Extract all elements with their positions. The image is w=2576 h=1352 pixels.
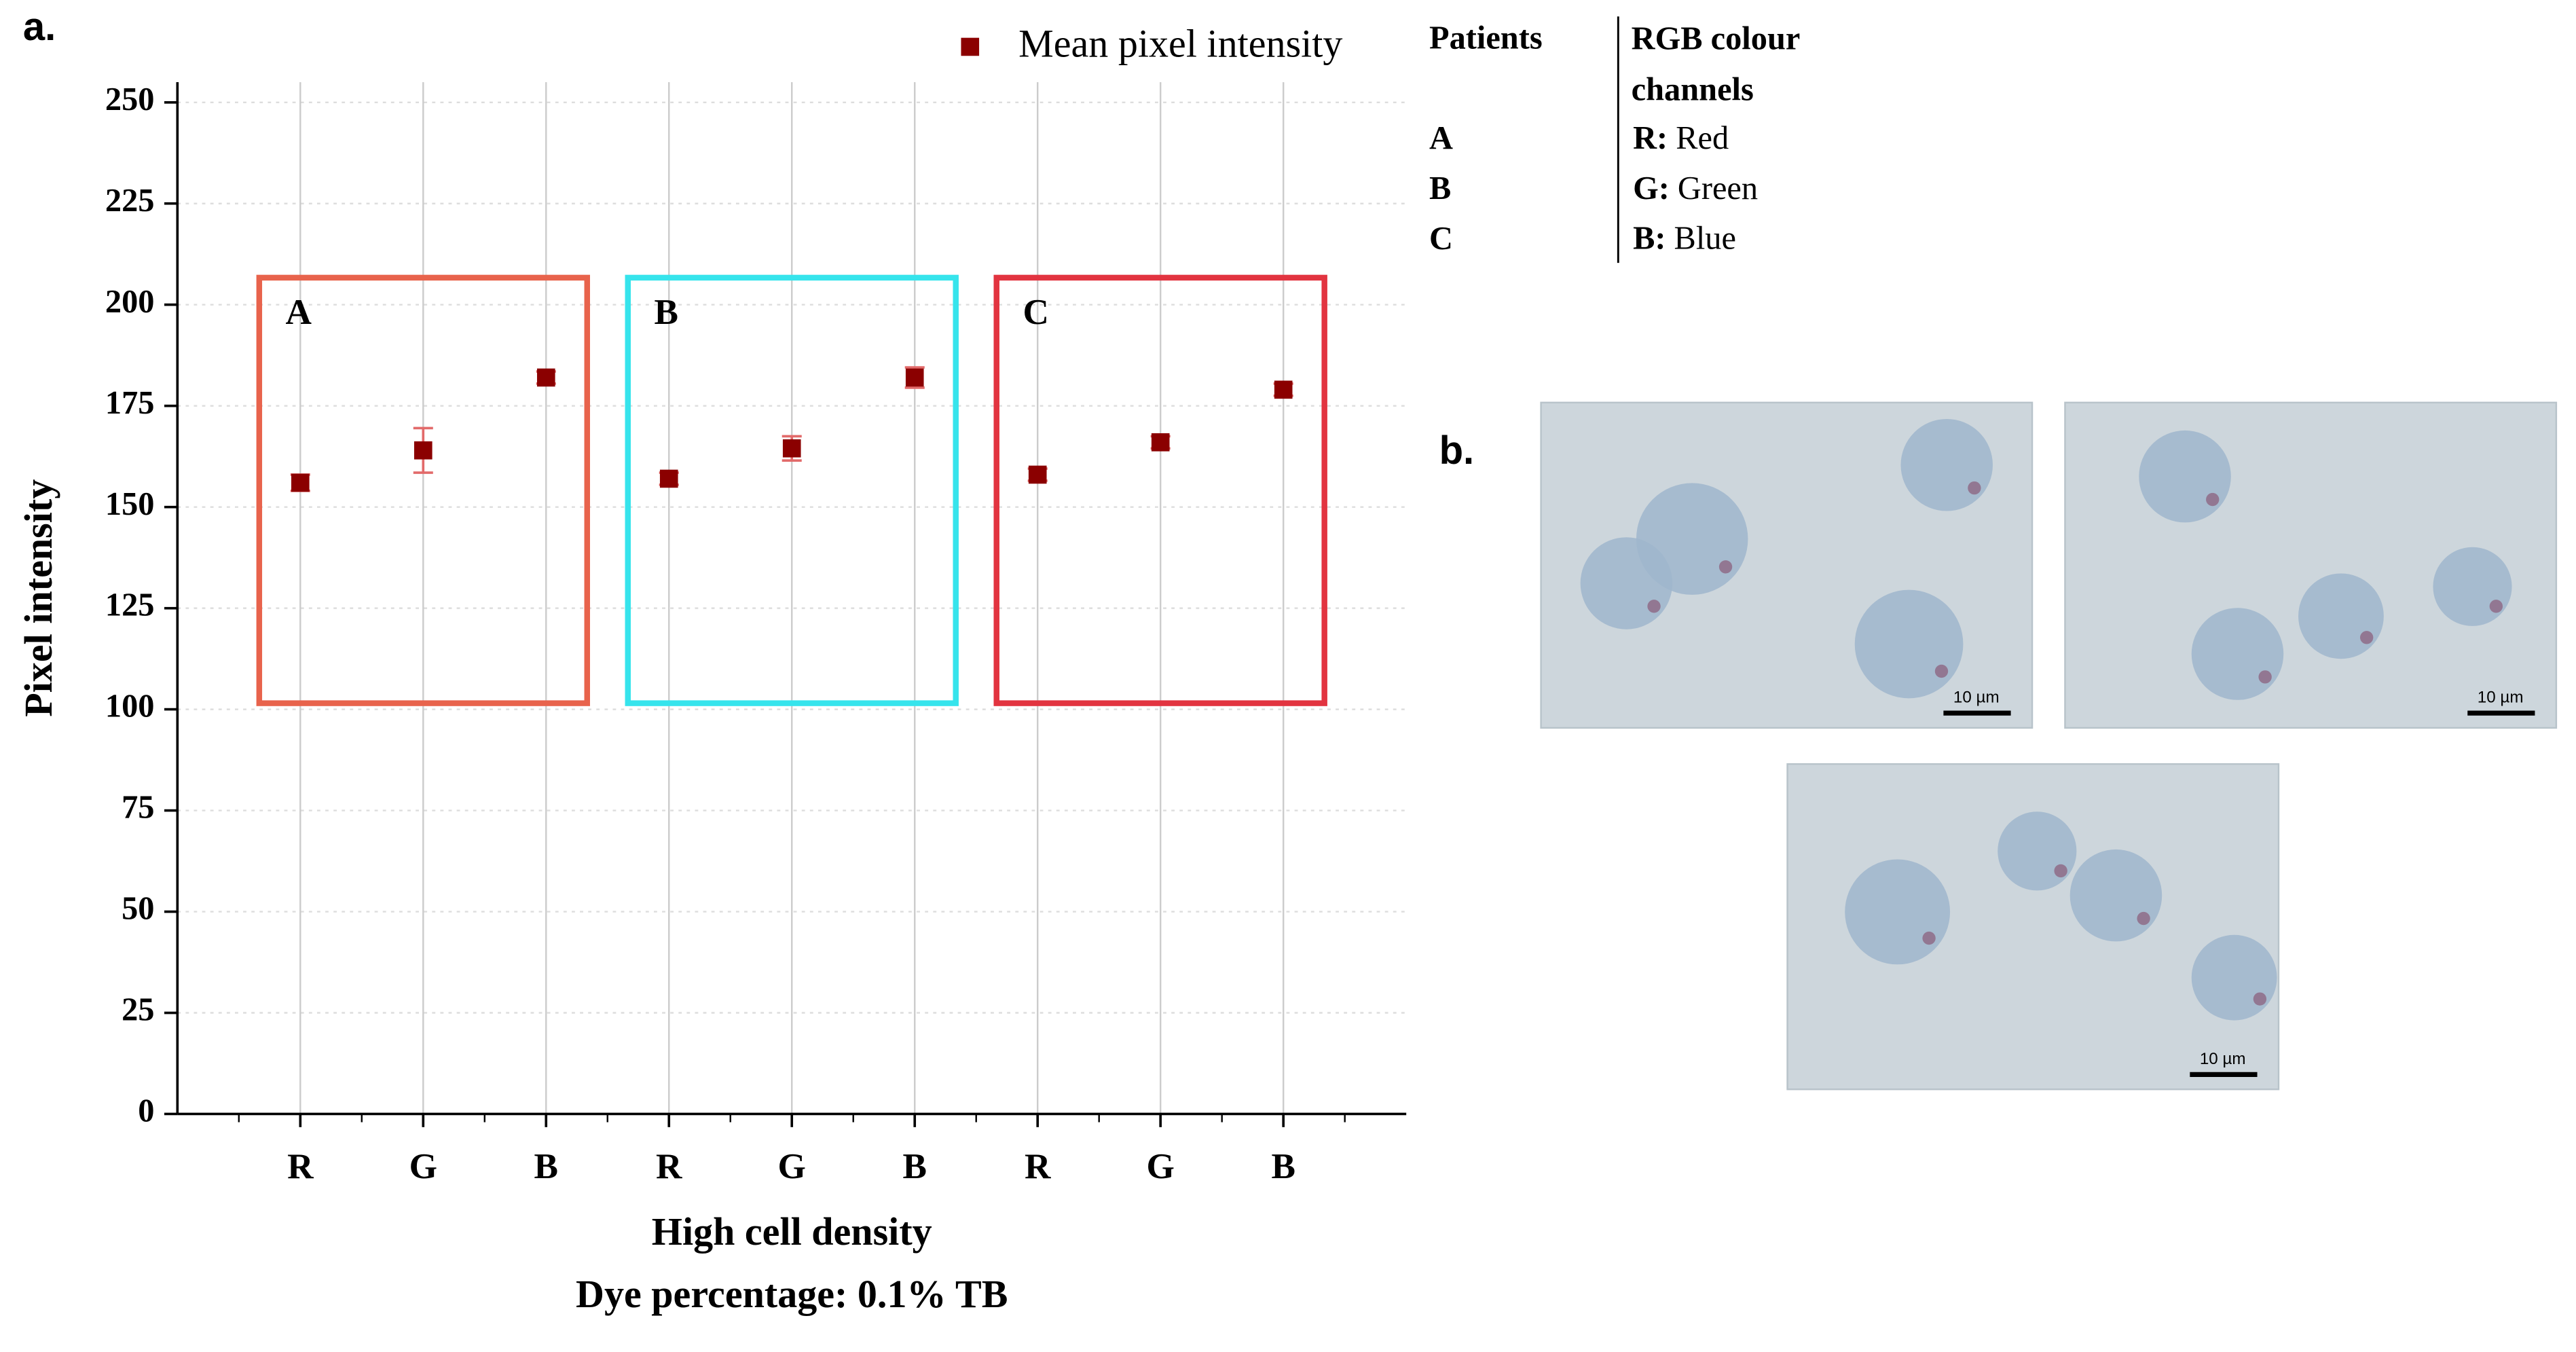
key-patient: B xyxy=(1429,170,1451,206)
marker xyxy=(1151,433,1170,452)
panel-label: b. xyxy=(1439,428,1475,473)
x-tick-label: B xyxy=(534,1146,558,1186)
key-channel: G: Green xyxy=(1633,170,1758,206)
marker xyxy=(1028,465,1047,484)
key-channel-name: Red xyxy=(1676,120,1729,156)
group-label: A xyxy=(286,292,312,332)
y-tick-label: 225 xyxy=(105,183,155,219)
cell-stain xyxy=(2206,492,2220,507)
x-tick-label: R xyxy=(1025,1146,1051,1186)
marker xyxy=(413,441,433,460)
marker xyxy=(536,368,555,387)
scale-bar-label: 10 µm xyxy=(2200,1050,2246,1068)
marker xyxy=(1274,380,1293,399)
marker xyxy=(782,439,801,458)
key-channel: B: Blue xyxy=(1633,221,1736,257)
key-patient: A xyxy=(1429,120,1453,156)
cell-stain xyxy=(1647,600,1661,613)
x-tick-label: B xyxy=(1271,1146,1295,1186)
x-tick-label: R xyxy=(287,1146,314,1186)
y-tick-label: 250 xyxy=(105,81,155,117)
y-tick-label: 75 xyxy=(122,790,154,826)
cell-stain xyxy=(1934,664,1949,678)
key-channel-name: Blue xyxy=(1674,221,1736,257)
cell xyxy=(1845,859,1951,965)
key-header-box: RGB colour channels xyxy=(1631,21,1800,109)
x-axis-label: Dye percentage: 0.1% TB xyxy=(576,1272,1008,1316)
panel-label: a. xyxy=(23,5,56,49)
marker xyxy=(291,473,310,492)
scale-bar-label: 10 µm xyxy=(2478,689,2524,707)
y-tick-label: 25 xyxy=(122,992,154,1028)
y-tick-label: 150 xyxy=(105,486,155,522)
cell xyxy=(2191,608,2284,700)
marker xyxy=(905,368,924,387)
y-tick-label: 200 xyxy=(105,284,155,320)
y-tick-label: 100 xyxy=(105,689,155,725)
cell-stain xyxy=(2054,864,2067,878)
x-axis-label: High cell density xyxy=(652,1209,932,1254)
group-box xyxy=(625,274,959,706)
x-tick-label: G xyxy=(409,1146,437,1186)
key-header: Patients xyxy=(1429,20,1543,56)
cell xyxy=(2139,430,2231,523)
group-box xyxy=(256,274,590,706)
cell-stain xyxy=(1718,560,1733,574)
x-tick-label: G xyxy=(1147,1146,1175,1186)
cell-stain xyxy=(2258,670,2272,684)
x-tick-label: G xyxy=(778,1146,806,1186)
cell-stain xyxy=(1922,931,1936,945)
legend-marker xyxy=(961,37,980,56)
cell-stain xyxy=(1968,481,1981,495)
group-label: C xyxy=(1023,292,1048,332)
y-tick-label: 0 xyxy=(138,1093,154,1129)
cell-stain xyxy=(2137,911,2150,926)
y-tick-label: 50 xyxy=(122,891,154,927)
cell-stain xyxy=(2253,992,2267,1006)
group-box xyxy=(993,274,1327,706)
key-channel-code: R: xyxy=(1633,120,1668,156)
cell-stain xyxy=(2489,600,2503,613)
x-tick-label: B xyxy=(902,1146,927,1186)
y-axis-label: Pixel intensity xyxy=(16,479,60,717)
cell xyxy=(1854,589,1964,699)
y-tick-label: 125 xyxy=(105,587,155,623)
key-patient: C xyxy=(1429,221,1453,257)
cell xyxy=(1580,537,1673,629)
key-header: RGB colour channels xyxy=(1631,21,1800,109)
cell-stain xyxy=(2359,631,2374,644)
legend-label: Mean pixel intensity xyxy=(1018,21,1342,65)
y-tick-label: 175 xyxy=(105,385,155,421)
key-channel-code: G: xyxy=(1633,170,1670,206)
key-channel-name: Green xyxy=(1678,170,1758,206)
x-tick-label: R xyxy=(656,1146,682,1186)
key-channel-code: B: xyxy=(1633,221,1666,257)
cell xyxy=(2433,547,2512,626)
cell xyxy=(2298,573,2384,659)
cell xyxy=(1998,811,2077,891)
cell xyxy=(2069,849,2163,942)
cell xyxy=(1900,418,1993,511)
scale-bar-label: 10 µm xyxy=(1953,689,2000,707)
cell xyxy=(2191,934,2277,1021)
group-label: B xyxy=(654,292,678,332)
key-channel: R: Red xyxy=(1633,120,1729,156)
marker xyxy=(659,469,678,488)
